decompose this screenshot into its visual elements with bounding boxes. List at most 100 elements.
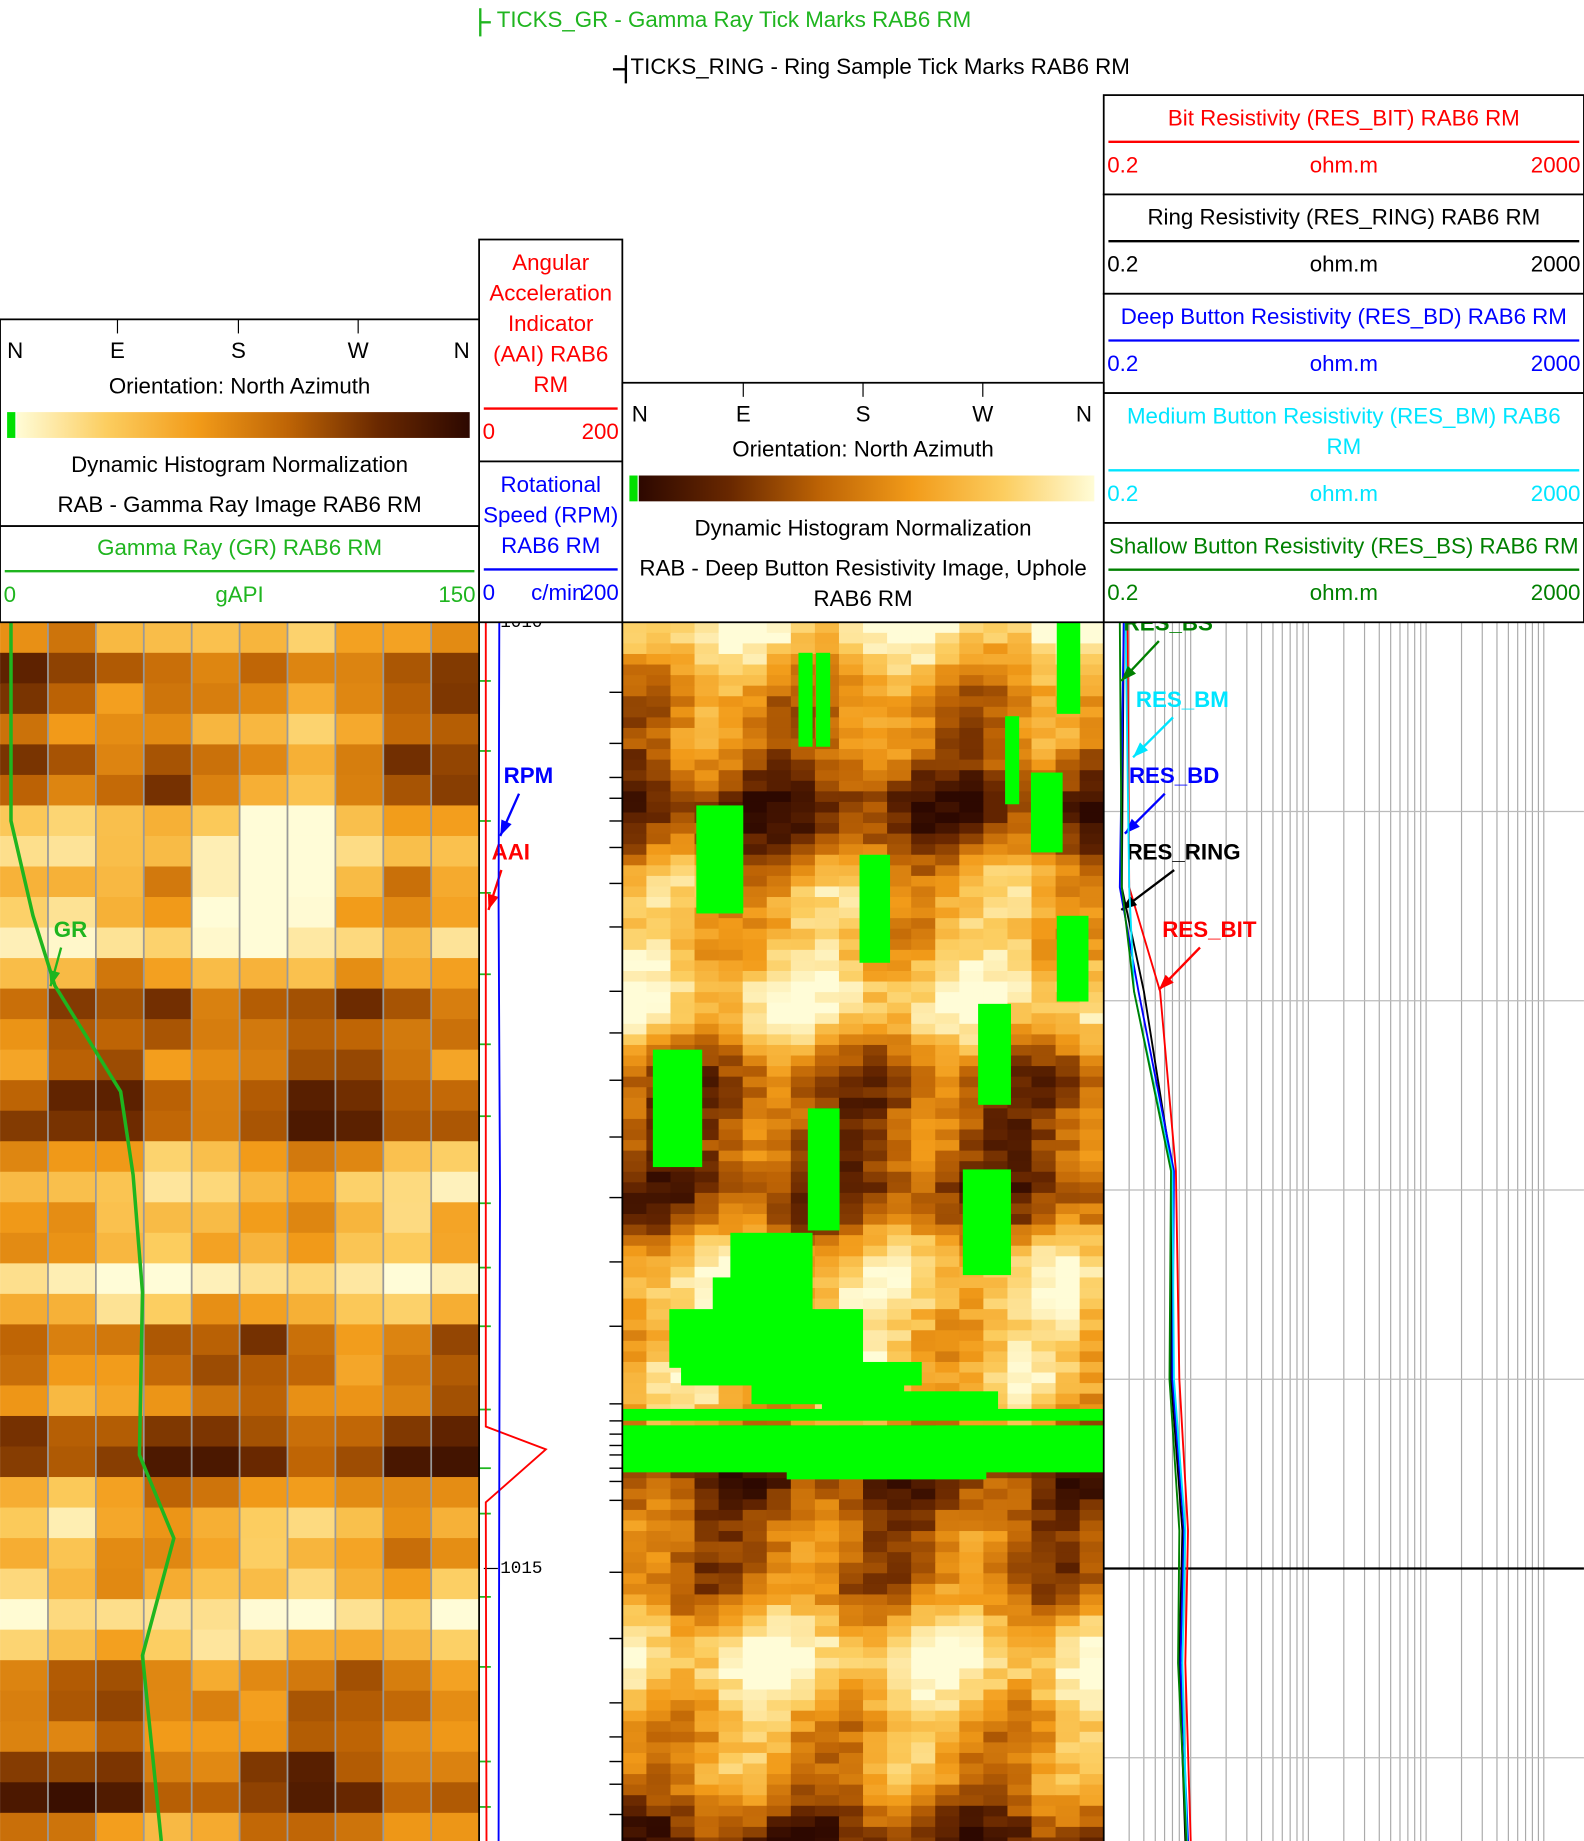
image-cell	[239, 1477, 289, 1509]
image-cell	[718, 1087, 744, 1099]
image-cell	[742, 1721, 768, 1733]
image-cell	[959, 844, 984, 856]
image-cell	[838, 1837, 864, 1841]
image-cell	[670, 1509, 696, 1522]
image-cell	[814, 1478, 840, 1490]
image-cell	[983, 1372, 1009, 1384]
image-cell	[694, 1731, 720, 1743]
image-cell	[983, 1488, 1009, 1500]
image-cell	[1007, 833, 1033, 845]
image-cell	[718, 1583, 744, 1596]
image-cell	[838, 1795, 864, 1807]
image-cell	[790, 897, 816, 909]
image-cell	[814, 632, 840, 644]
image-cell	[959, 1541, 984, 1553]
image-cell	[239, 1171, 289, 1203]
image-cell	[911, 1171, 936, 1183]
image-cell	[694, 1140, 720, 1152]
scale-min: 0.2	[1107, 351, 1138, 376]
image-cell	[1031, 706, 1057, 718]
image-cell	[935, 1298, 960, 1310]
image-cell	[1055, 717, 1081, 729]
image-cell	[1055, 1287, 1081, 1300]
image-cell	[694, 1277, 720, 1289]
image-cell	[911, 1182, 936, 1194]
image-cell	[191, 1812, 241, 1841]
image-cell	[742, 1097, 768, 1109]
image-cell	[838, 1742, 864, 1754]
image-cell	[95, 683, 145, 715]
image-cell	[959, 918, 984, 930]
image-cell	[335, 958, 384, 990]
image-cell	[814, 1795, 840, 1807]
scale-max: 2000	[1531, 351, 1581, 376]
image-cell	[1031, 854, 1057, 866]
image-cell	[983, 992, 1009, 1004]
image-cell	[742, 643, 768, 655]
image-cell	[622, 664, 647, 676]
arrow-head	[487, 893, 499, 910]
image-cell	[766, 907, 792, 919]
image-cell	[742, 1108, 768, 1120]
image-cell	[887, 823, 912, 835]
image-cell	[766, 1171, 792, 1183]
image-cell	[814, 897, 840, 909]
image-cell	[1031, 685, 1057, 697]
image-cell	[742, 791, 768, 803]
image-cell	[670, 675, 696, 687]
image-cell	[814, 1298, 840, 1310]
image-cell	[887, 1499, 912, 1511]
image-cell	[838, 622, 864, 634]
image-cell	[694, 960, 720, 972]
image-cell	[983, 949, 1009, 962]
image-cell	[911, 1721, 936, 1733]
image-cell	[1031, 1478, 1057, 1490]
image-cell	[622, 1636, 647, 1648]
image-cell	[863, 1002, 888, 1014]
image-cell	[887, 833, 912, 845]
image-cell	[959, 1351, 984, 1363]
image-cell	[622, 1002, 647, 1014]
image-cell	[742, 664, 768, 676]
image-cell	[0, 1415, 49, 1448]
image-cell	[95, 1629, 145, 1661]
image-cell	[335, 1019, 384, 1051]
image-cell	[911, 1319, 936, 1331]
image-cell	[863, 1488, 888, 1500]
image-cell	[646, 1488, 672, 1500]
image-cell	[694, 1700, 720, 1712]
image-cell	[959, 1372, 984, 1384]
image-cell	[1079, 1330, 1105, 1342]
image-cell	[887, 749, 912, 761]
image-cell	[887, 664, 912, 676]
image-cell	[622, 1287, 647, 1300]
image-cell	[911, 1541, 936, 1553]
image-cell	[1007, 1552, 1033, 1564]
image-cell	[718, 727, 744, 740]
image-cell	[1007, 875, 1033, 888]
image-cell	[191, 744, 241, 776]
image-cell	[1007, 643, 1033, 655]
compass-label: W	[348, 338, 369, 363]
curve-header	[478, 238, 624, 463]
image-cell	[911, 1742, 936, 1754]
image-cell	[935, 717, 960, 729]
image-cell	[95, 1263, 145, 1295]
image-cell	[718, 1541, 744, 1553]
image-cell	[191, 1171, 241, 1203]
image-cell	[766, 1795, 792, 1807]
image-cell	[1007, 1668, 1033, 1680]
image-cell	[863, 632, 888, 644]
image-cell	[863, 653, 888, 666]
image-cell	[863, 1298, 888, 1310]
image-cell	[935, 1097, 960, 1109]
image-cell	[766, 1467, 792, 1479]
image-cell	[287, 1293, 336, 1325]
image-cell	[1079, 1055, 1105, 1067]
image-cell	[1031, 643, 1057, 655]
image-cell	[622, 1108, 647, 1120]
image-cell	[887, 1150, 912, 1162]
image-cell	[887, 1731, 912, 1743]
image-cell	[47, 1110, 97, 1142]
image-cell	[983, 1731, 1009, 1743]
